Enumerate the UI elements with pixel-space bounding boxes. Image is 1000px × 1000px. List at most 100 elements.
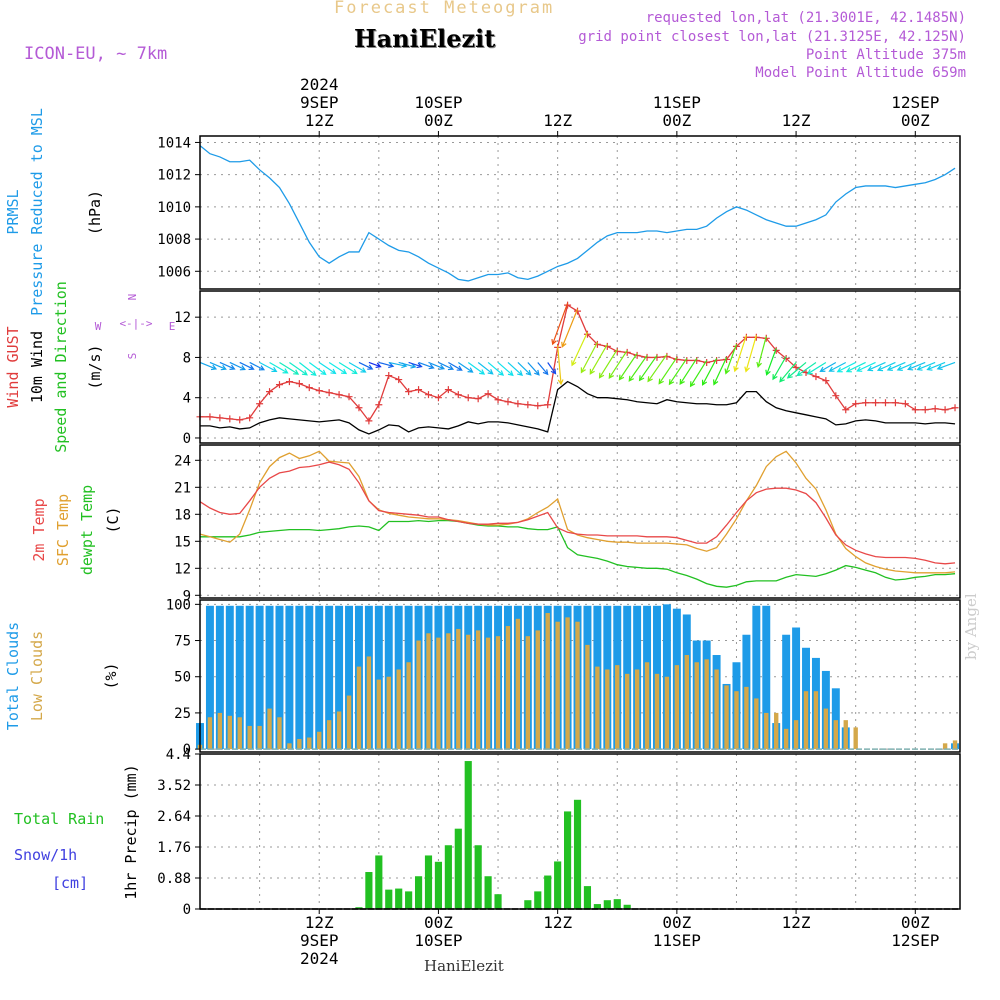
total-cloud-bar: [235, 605, 244, 750]
total-cloud-bar: [295, 605, 304, 750]
total-cloud-bar: [265, 605, 274, 750]
low-cloud-bar: [277, 717, 282, 750]
gust-marker: [564, 301, 572, 309]
low-cloud-bar: [257, 725, 262, 750]
wind-arrow: [219, 361, 236, 370]
bottom-time-label-line: 12SEP: [891, 931, 939, 950]
low-cloud-bar: [217, 712, 223, 750]
wind-arrow: [477, 361, 494, 375]
total-cloud-bar: [374, 605, 383, 750]
y-tick-label: 1008: [157, 232, 191, 248]
bottom-time-label-line: 2024: [300, 949, 339, 968]
wind-arrow: [229, 361, 246, 371]
bottom-time-label: 12Z: [782, 913, 811, 932]
cloud-unit: (%): [102, 662, 120, 689]
footer-place: HaniElezit: [424, 957, 504, 975]
low-cloud-bar: [625, 673, 630, 750]
wind-arrow: [308, 361, 327, 376]
low-cloud-bar: [764, 712, 769, 750]
wind-arrow: [589, 344, 608, 375]
y-tick-label: 18: [174, 507, 191, 523]
wind-arrow: [557, 345, 564, 386]
model-altitude: Model Point Altitude 659m: [755, 65, 966, 81]
low-cloud-bar: [555, 621, 560, 750]
low-cloud-bar: [744, 686, 749, 750]
rain-bar: [623, 904, 631, 909]
wind-arrow: [806, 361, 827, 375]
top-time-label-line: 9SEP: [300, 93, 339, 112]
wind-arrow: [338, 361, 358, 375]
rain-bar: [405, 891, 413, 909]
wind-arrow: [517, 362, 532, 376]
wind-arrow: [886, 361, 906, 371]
top-time-label: 11SEP 00Z: [653, 93, 701, 130]
rain-bar: [454, 828, 462, 909]
gust-marker: [643, 353, 651, 361]
point-altitude: Point Altitude 375m: [805, 47, 966, 63]
low-cloud-bar: [734, 691, 739, 750]
gust-marker: [266, 388, 274, 396]
low-cloud-bar: [664, 676, 670, 750]
wind-arrow: [638, 355, 658, 382]
gust-marker: [484, 390, 492, 398]
gust-marker: [663, 352, 671, 360]
low-cloud-bar: [724, 685, 729, 750]
low-cloud-bar: [495, 636, 501, 750]
low-cloud-bar: [813, 691, 819, 750]
rain-bar: [554, 861, 562, 909]
total-cloud-bar: [245, 605, 254, 750]
gust-marker: [256, 400, 264, 408]
gust-marker: [772, 346, 780, 354]
gust-marker: [206, 413, 214, 421]
y-tick-label: 8: [183, 350, 191, 366]
pressure-line: [199, 145, 956, 282]
rain-bar: [603, 900, 611, 909]
wind-arrow: [507, 362, 524, 377]
y-tick-label: 25: [174, 706, 191, 722]
bottom-time-label-line: 12Z: [782, 913, 811, 932]
wind-arrow: [368, 361, 382, 369]
low-cloud-bar: [634, 669, 640, 750]
rain-bar: [365, 872, 373, 909]
wind-arrow: [608, 350, 628, 379]
gust-marker: [921, 406, 929, 414]
wind-arrow: [537, 362, 549, 376]
gust-marker: [504, 398, 512, 406]
total-cloud-bar: [225, 605, 234, 750]
wind-arrow: [561, 308, 579, 348]
y-tick-label: 75: [174, 634, 191, 650]
wind-arrow: [786, 362, 807, 379]
wind-arrow: [668, 358, 688, 386]
low-cloud-bar: [307, 737, 312, 750]
bottom-time-label: 12Z 9SEP 2024: [300, 913, 339, 968]
model-label: ICON-EU, ~ 7km: [24, 44, 168, 64]
wind-arrow: [547, 362, 557, 375]
gust-marker: [593, 340, 601, 348]
low-cloud-bar: [366, 656, 372, 750]
low-cloud-bar: [714, 669, 719, 750]
gust-marker: [524, 401, 532, 409]
rain-bar: [464, 761, 472, 909]
low-cloud-bar: [952, 740, 958, 750]
rain-bar: [564, 811, 572, 909]
snow-unit-label: [cm]: [52, 874, 88, 892]
compass-south: S: [126, 353, 139, 360]
low-cloud-bar: [674, 665, 680, 750]
wind-arrow: [724, 344, 738, 375]
bottom-time-label-line: 00Z: [424, 913, 453, 932]
wind-gust-line: [200, 304, 956, 423]
wind-arrow: [428, 361, 446, 370]
wind-arrow: [689, 360, 708, 388]
rain-bar: [544, 875, 552, 909]
low-cloud-bar: [615, 665, 620, 750]
temp-unit: (C): [104, 506, 122, 533]
low-cloud-bar: [654, 673, 660, 750]
low-cloud-bar: [585, 644, 590, 750]
rain-bar: [444, 845, 452, 909]
wind-arrow: [418, 361, 435, 370]
top-time-label-line: 12Z: [305, 111, 334, 130]
wind-arrow: [467, 361, 486, 375]
gust-marker: [236, 416, 244, 424]
low-cloud-bar: [227, 715, 232, 750]
wind-arrow: [408, 361, 423, 369]
